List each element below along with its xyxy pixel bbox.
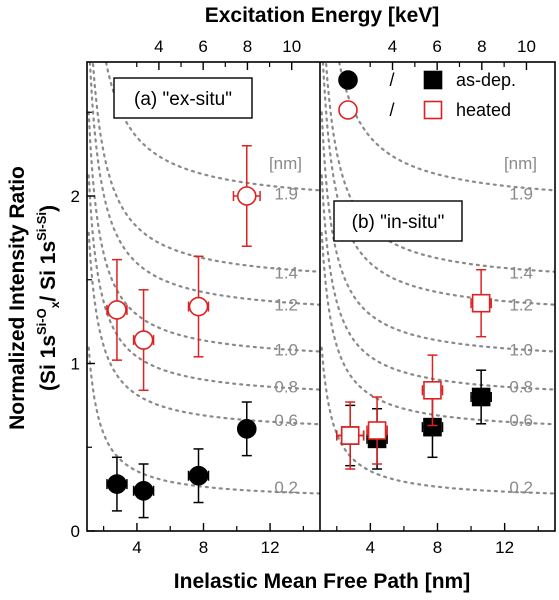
thickness-label: 1.9 xyxy=(274,185,298,204)
data-point xyxy=(188,296,209,317)
data-point xyxy=(133,480,154,501)
thickness-curve xyxy=(91,62,320,273)
top-tick-label: 8 xyxy=(477,37,486,56)
data-point xyxy=(423,380,442,400)
thickness-label: 0.6 xyxy=(274,411,298,430)
plot-frame xyxy=(86,61,556,532)
legend: / as-dep. / heated xyxy=(338,70,516,120)
x-tick-label: 8 xyxy=(199,538,208,557)
data-point xyxy=(188,465,209,486)
thickness-curve xyxy=(321,62,555,306)
legend-label: heated xyxy=(456,100,511,120)
legend-separator: / xyxy=(389,70,394,90)
x-tick-label: 4 xyxy=(366,538,375,557)
panel-b-label: (b) "in-situ" xyxy=(352,212,445,233)
x-axis-title: Inelastic Mean Free Path [nm] xyxy=(174,570,470,593)
x-tick-label: 4 xyxy=(132,538,141,557)
data-series xyxy=(336,369,492,470)
x-tick-label: 8 xyxy=(433,538,442,557)
thickness-curve xyxy=(320,111,555,353)
thickness-curve xyxy=(320,346,555,495)
top-tick-label: 4 xyxy=(388,37,397,56)
thickness-label: 1.4 xyxy=(509,263,533,282)
thickness-curve xyxy=(87,231,320,426)
data-point xyxy=(423,100,443,120)
thickness-label: 1.9 xyxy=(509,185,533,204)
thickness-label: 0.8 xyxy=(509,377,533,396)
thickness-label: 1.4 xyxy=(274,263,298,282)
top-axis-title: Excitation Energy [keV] xyxy=(205,4,440,27)
data-point xyxy=(338,70,358,90)
top-tick-label: 6 xyxy=(432,37,441,56)
thickness-label: 1.2 xyxy=(509,295,533,314)
y-tick-label: 1 xyxy=(71,355,80,374)
y-axis-title-line2: (Si 1sSi-Ox/ Si 1sSi-Si) xyxy=(34,205,62,391)
data-point xyxy=(367,421,387,440)
data-point xyxy=(107,300,127,320)
panel-a-label-box xyxy=(113,77,253,119)
thickness-label: 1.0 xyxy=(274,341,298,360)
data-markers xyxy=(106,145,492,519)
plot-border xyxy=(86,61,556,532)
thickness-label: 0.8 xyxy=(274,377,298,396)
top-tick-label: 10 xyxy=(517,37,536,56)
legend-separator: / xyxy=(389,100,394,120)
thickness-curve xyxy=(87,111,320,353)
data-series xyxy=(106,145,261,392)
thickness-unit-label: [nm] xyxy=(504,154,537,173)
top-tick-label: 6 xyxy=(198,37,207,56)
top-tick-label: 4 xyxy=(154,37,163,56)
data-point xyxy=(236,186,257,206)
thickness-label: 1.0 xyxy=(509,341,533,360)
y-tick-label: 0 xyxy=(71,522,80,541)
thickness-curve xyxy=(320,231,555,426)
y-axis-title-line1: Normalized Intensity Ratio xyxy=(6,166,29,430)
legend-label: as-dep. xyxy=(456,70,516,90)
thickness-curve xyxy=(320,174,555,391)
thickness-curve xyxy=(87,346,320,495)
thickness-curve xyxy=(88,62,320,306)
data-series xyxy=(106,401,257,519)
thickness-curve xyxy=(87,174,320,391)
x-tick-label: 12 xyxy=(261,538,280,557)
data-point xyxy=(133,330,154,350)
data-series xyxy=(336,268,492,470)
data-point xyxy=(236,419,257,439)
data-point xyxy=(423,70,443,90)
data-point xyxy=(471,293,491,313)
top-tick-label: 8 xyxy=(243,37,252,56)
top-tick-label: 10 xyxy=(282,37,301,56)
panel-a-label: (a) "ex-situ" xyxy=(134,89,232,110)
thickness-label: 1.2 xyxy=(274,295,298,314)
thickness-label: 0.2 xyxy=(274,478,298,497)
x-tick-label: 12 xyxy=(495,538,514,557)
thickness-curve xyxy=(104,62,320,192)
thickness-label: 0.6 xyxy=(509,411,533,430)
data-point xyxy=(338,100,358,120)
thickness-unit-label: [nm] xyxy=(269,154,302,173)
data-point xyxy=(340,426,360,445)
axis-labels: Excitation Energy [keV] Inelastic Mean F… xyxy=(6,4,537,593)
thickness-curve xyxy=(338,62,555,192)
data-point xyxy=(471,387,491,407)
thickness-label: 0.2 xyxy=(509,478,533,497)
panel-b-label-box xyxy=(333,200,463,242)
y-tick-label: 2 xyxy=(71,187,80,206)
tick-marks xyxy=(87,62,539,532)
thickness-curve-group xyxy=(87,62,320,495)
data-point xyxy=(107,474,127,494)
